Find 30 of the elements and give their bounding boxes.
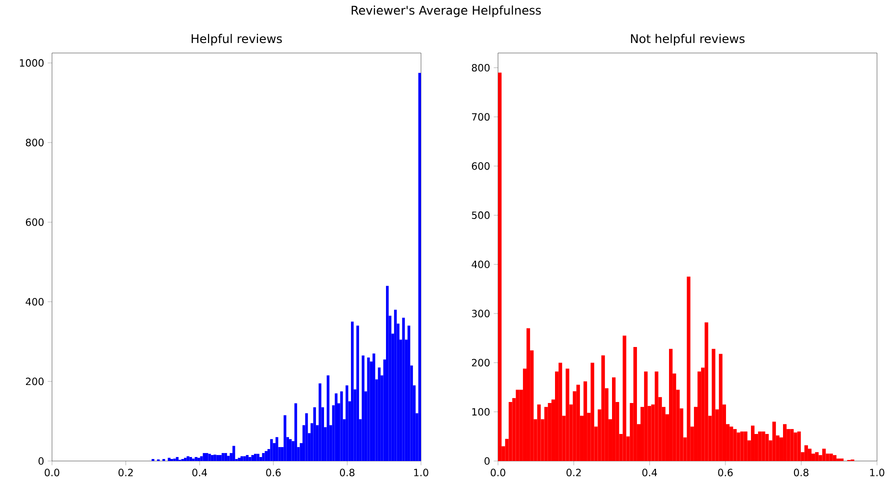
x-tick-label: 0.2 [566,468,581,476]
x-tick-label: 0.2 [118,468,133,476]
y-tick-label: 200 [26,378,44,386]
y-tick-label: 800 [472,64,490,72]
y-tick-label: 600 [472,162,490,170]
y-tick-label: 200 [472,358,490,366]
y-tick-label: 500 [472,211,490,219]
y-tick-label: 800 [26,138,44,146]
x-tick-label: 0.8 [340,468,354,476]
x-tick-label: 0.0 [490,468,506,476]
y-tick-label: 700 [472,113,490,121]
y-tick-label: 400 [26,298,44,306]
y-tick-label: 400 [472,260,490,268]
y-tick-label: 300 [472,310,490,318]
text: Reviewer's Average Helpfulness [352,6,541,18]
y-tick-label: 600 [26,218,44,226]
y-tick-label: 100 [472,408,490,416]
x-tick-label: 0.4 [642,468,657,476]
y-tick-label: 1000 [20,59,44,67]
chart-title: Helpful reviews [192,34,282,46]
x-tick-label: 1.0 [870,468,884,476]
x-tick-label: 0.4 [192,468,207,476]
chart-title: Not helpful reviews [631,34,745,46]
y-tick-label: 0 [38,457,44,465]
x-tick-label: 0.6 [266,468,281,476]
x-tick-label: 0.8 [794,468,808,476]
x-tick-label: 1.0 [414,468,428,476]
x-tick-label: 0.6 [718,468,733,476]
y-tick-label: 0 [484,457,490,465]
x-tick-label: 0.0 [44,468,60,476]
